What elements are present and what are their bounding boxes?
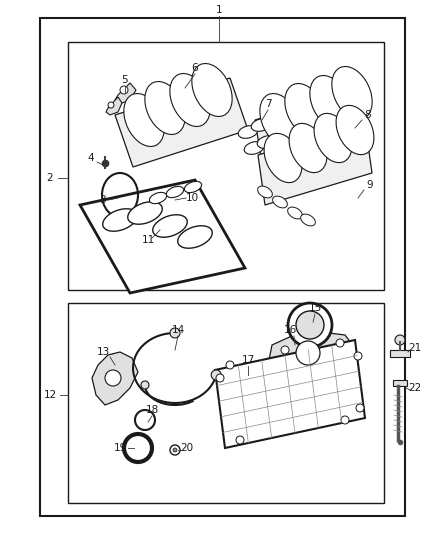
Ellipse shape — [277, 107, 297, 119]
Text: 6: 6 — [192, 63, 198, 73]
Bar — [68, 303, 384, 503]
Circle shape — [170, 445, 180, 455]
Text: 14: 14 — [171, 325, 185, 335]
Polygon shape — [215, 340, 365, 448]
Ellipse shape — [336, 106, 374, 155]
Ellipse shape — [257, 136, 277, 148]
Ellipse shape — [332, 67, 372, 119]
Circle shape — [296, 341, 320, 365]
Ellipse shape — [170, 74, 210, 126]
Circle shape — [173, 448, 177, 452]
Ellipse shape — [145, 82, 185, 134]
Circle shape — [120, 86, 128, 94]
Circle shape — [336, 339, 344, 347]
Polygon shape — [115, 78, 248, 167]
Circle shape — [341, 416, 349, 424]
Text: 2: 2 — [47, 173, 53, 183]
Ellipse shape — [258, 186, 272, 198]
Circle shape — [105, 370, 121, 386]
Circle shape — [170, 328, 180, 338]
Circle shape — [395, 335, 405, 345]
Ellipse shape — [251, 119, 271, 131]
Bar — [390, 350, 410, 357]
Ellipse shape — [300, 214, 315, 226]
Ellipse shape — [289, 123, 327, 173]
Text: 18: 18 — [145, 405, 159, 415]
Ellipse shape — [285, 84, 325, 136]
Ellipse shape — [238, 126, 258, 139]
Text: 21: 21 — [408, 343, 422, 353]
Circle shape — [281, 346, 289, 354]
Polygon shape — [115, 83, 136, 103]
Polygon shape — [106, 97, 122, 115]
Circle shape — [211, 370, 221, 380]
Text: 9: 9 — [367, 180, 373, 190]
Text: 12: 12 — [43, 390, 57, 400]
Ellipse shape — [314, 114, 352, 163]
Text: 19: 19 — [113, 443, 127, 453]
Circle shape — [288, 303, 332, 347]
Bar — [68, 42, 384, 290]
Bar — [40, 18, 405, 516]
Ellipse shape — [283, 124, 303, 136]
Polygon shape — [268, 330, 355, 378]
Ellipse shape — [244, 142, 264, 155]
Circle shape — [226, 361, 234, 369]
Polygon shape — [80, 180, 245, 293]
Text: 4: 4 — [88, 153, 94, 163]
Polygon shape — [258, 123, 372, 205]
Circle shape — [296, 311, 324, 339]
Ellipse shape — [149, 192, 166, 204]
Polygon shape — [255, 87, 368, 170]
Ellipse shape — [184, 181, 201, 192]
Text: 3: 3 — [99, 195, 105, 205]
Ellipse shape — [178, 226, 212, 248]
Ellipse shape — [272, 196, 287, 208]
Circle shape — [108, 102, 114, 108]
Bar — [393, 380, 407, 386]
Circle shape — [216, 374, 224, 382]
Text: 17: 17 — [241, 355, 254, 365]
Ellipse shape — [288, 207, 302, 219]
Text: 5: 5 — [122, 75, 128, 85]
Ellipse shape — [192, 63, 232, 117]
Text: 1: 1 — [215, 5, 223, 15]
Text: 8: 8 — [365, 110, 371, 120]
Text: 7: 7 — [265, 99, 271, 109]
Circle shape — [141, 381, 149, 389]
Ellipse shape — [124, 93, 164, 147]
Ellipse shape — [270, 130, 290, 142]
Circle shape — [354, 352, 362, 360]
Ellipse shape — [260, 93, 300, 147]
Ellipse shape — [166, 187, 184, 198]
Polygon shape — [92, 352, 138, 405]
Text: 20: 20 — [180, 443, 194, 453]
Ellipse shape — [103, 209, 137, 231]
Text: 10: 10 — [185, 193, 198, 203]
Circle shape — [356, 404, 364, 412]
Ellipse shape — [264, 112, 284, 125]
Text: 13: 13 — [96, 347, 110, 357]
Text: 22: 22 — [408, 383, 422, 393]
Ellipse shape — [264, 133, 302, 183]
Ellipse shape — [153, 215, 187, 237]
Text: 16: 16 — [283, 325, 297, 335]
Circle shape — [236, 436, 244, 444]
Ellipse shape — [128, 202, 162, 224]
Ellipse shape — [310, 76, 350, 128]
Text: 15: 15 — [308, 303, 321, 313]
Text: 11: 11 — [141, 235, 155, 245]
